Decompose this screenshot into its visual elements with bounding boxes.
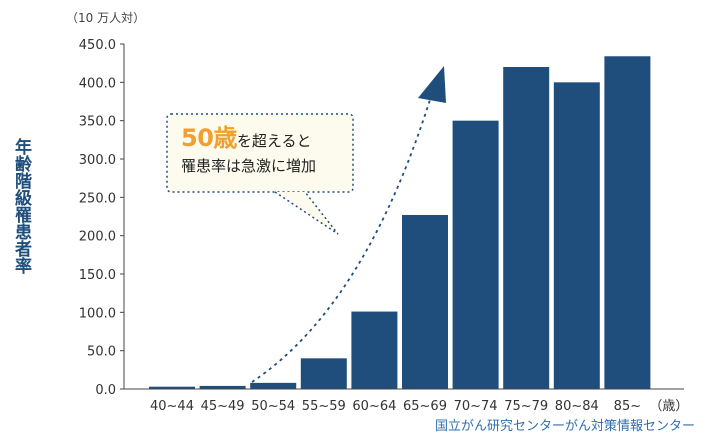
y-tick-label: 0.0	[95, 383, 116, 398]
x-tick-label: 85~	[614, 399, 641, 414]
y-tick-label: 200.0	[79, 230, 116, 245]
y-tick-label: 250.0	[79, 191, 116, 206]
bar-60~64	[351, 311, 398, 389]
y-tick-label: 400.0	[79, 76, 116, 91]
callout-highlight: 50歳	[181, 124, 237, 152]
bar-50~54	[250, 382, 297, 389]
x-tick-label: 40~44	[150, 399, 194, 414]
y-tick-label: 100.0	[79, 306, 116, 321]
bar-65~69	[402, 214, 448, 389]
x-tick-label: 65~69	[403, 399, 447, 414]
callout-pointer	[274, 191, 339, 235]
bar-40~44	[149, 386, 195, 389]
y-tick-label: 150.0	[79, 268, 116, 283]
y-tick-label: 300.0	[79, 153, 116, 168]
x-tick-label: 70~74	[454, 399, 498, 414]
x-tick-label: 50~54	[251, 399, 295, 414]
bar-55~59	[300, 358, 347, 389]
callout-text: 50歳を超えると 罹患率は急激に増加	[167, 114, 353, 192]
y-tick-label: 350.0	[79, 115, 116, 130]
x-tick-group: 40~44 45~49 50~54 55~59 60~64 65~69 70~74 75~79…	[150, 399, 688, 414]
trend-arrow	[251, 89, 434, 383]
x-unit-label: （歳）	[649, 399, 688, 414]
bar-70~74	[452, 120, 499, 390]
bar-80~84	[553, 82, 600, 389]
callout-box	[166, 113, 354, 193]
callout-line1: を超えると	[236, 132, 312, 150]
bar-group	[149, 56, 651, 390]
x-tick-label: 45~49	[201, 399, 245, 414]
y-tick-label: 450.0	[79, 38, 116, 53]
callout-line2: 罹患率は急激に増加	[181, 157, 317, 175]
x-tick-label: 80~84	[555, 399, 599, 414]
y-axis-title: 年齢階級罹患者率	[11, 138, 31, 274]
bar-45~49	[199, 385, 246, 389]
bar-75~79	[503, 67, 550, 389]
source-credit: 国立がん研究センターがん対策情報センター	[434, 419, 695, 434]
unit-label: （10 万人対）	[66, 11, 145, 25]
bar-85~	[604, 56, 651, 390]
y-tick-label: 50.0	[87, 345, 116, 360]
y-tick-group: 450.0 400.0 350.0 300.0 250.0 200.0 150.0 100.0…	[79, 38, 124, 398]
x-tick-label: 60~64	[352, 399, 396, 414]
x-tick-label: 75~79	[504, 399, 548, 414]
x-tick-label: 55~59	[302, 399, 346, 414]
trend-arrowhead	[418, 66, 446, 103]
